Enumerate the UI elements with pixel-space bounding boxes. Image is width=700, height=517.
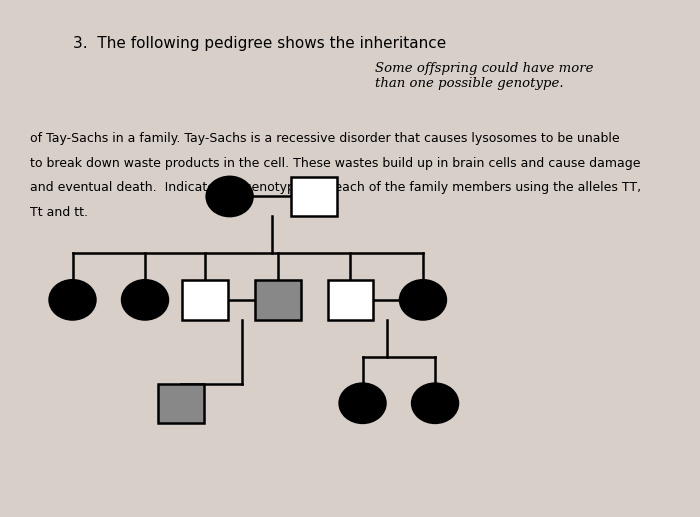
Circle shape <box>340 384 386 423</box>
FancyBboxPatch shape <box>328 280 373 320</box>
FancyBboxPatch shape <box>183 280 228 320</box>
FancyBboxPatch shape <box>255 280 301 320</box>
Text: Some offspring could have more
than one possible genotype.: Some offspring could have more than one … <box>374 62 593 90</box>
Text: to break down waste products in the cell. These wastes build up in brain cells a: to break down waste products in the cell… <box>30 157 640 170</box>
FancyBboxPatch shape <box>158 384 204 423</box>
Text: 3.  The following pedigree shows the inheritance: 3. The following pedigree shows the inhe… <box>73 36 446 51</box>
Circle shape <box>206 177 253 216</box>
FancyBboxPatch shape <box>291 177 337 216</box>
Circle shape <box>122 280 168 320</box>
Circle shape <box>412 384 458 423</box>
Circle shape <box>50 280 95 320</box>
Text: of Tay-Sachs in a family. Tay-Sachs is a recessive disorder that causes lysosome: of Tay-Sachs in a family. Tay-Sachs is a… <box>30 132 620 145</box>
Circle shape <box>400 280 446 320</box>
Text: Tt and tt.: Tt and tt. <box>30 206 88 219</box>
Text: and eventual death.  Indicate the genotypes for each of the family members using: and eventual death. Indicate the genotyp… <box>30 181 641 194</box>
